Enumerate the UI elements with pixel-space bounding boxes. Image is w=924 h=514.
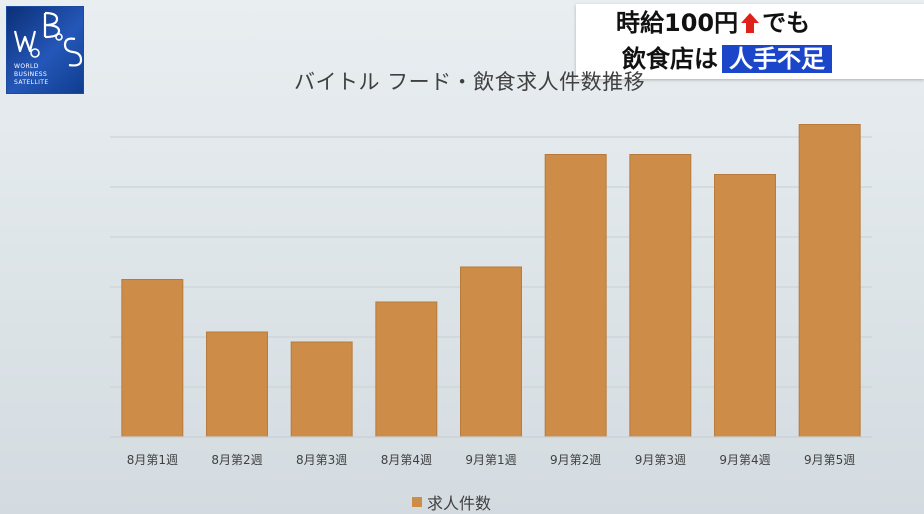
- legend-swatch: [412, 497, 422, 507]
- x-tick-label: 9月第2週: [550, 453, 601, 467]
- bar-9: [798, 124, 861, 438]
- legend-label: 求人件数: [427, 494, 492, 513]
- x-tick-label: 8月第4週: [381, 453, 432, 467]
- x-axis-labels: 8月第1週 8月第2週 8月第3週 8月第4週 9月第1週 9月第2週 9月第3週 9月第4週…: [127, 453, 856, 467]
- up-arrow-icon: [740, 11, 760, 41]
- wbs-logo-mark: [13, 11, 83, 67]
- chart-title: バイトル フード・飲食求人件数推移: [294, 70, 646, 94]
- headline-text: 時給100円: [616, 9, 739, 37]
- bar-5: [460, 266, 522, 438]
- x-tick-label: 8月第2週: [211, 453, 262, 467]
- bar-4: [375, 301, 438, 438]
- x-tick-label: 9月第5週: [804, 453, 855, 467]
- bar-2: [206, 331, 268, 438]
- bar-7: [629, 154, 692, 438]
- logo-text: WORLD BUSINESS SATELLITE: [14, 63, 49, 87]
- headline-line-2: 飲食店は 人手不足: [622, 44, 832, 74]
- headline-line-1: 時給100円 でも: [616, 8, 810, 41]
- x-tick-label: 8月第3週: [296, 453, 347, 467]
- bar-1: [121, 279, 184, 438]
- headline-highlight: 人手不足: [722, 45, 832, 73]
- logo-line: SATELLITE: [14, 79, 49, 86]
- bar-8: [714, 174, 776, 438]
- wbs-logo: WORLD BUSINESS SATELLITE: [6, 6, 84, 94]
- headline-text: 飲食店は: [622, 45, 718, 73]
- logo-line: BUSINESS: [14, 71, 48, 78]
- x-tick-label: 9月第4週: [719, 453, 770, 467]
- x-tick-label: 9月第1週: [465, 453, 516, 467]
- headline-text: でも: [762, 9, 811, 37]
- bar-6: [544, 154, 607, 438]
- chart-legend: 求人件数: [412, 490, 491, 514]
- bars: [121, 124, 861, 438]
- x-tick-label: 8月第1週: [127, 453, 178, 467]
- logo-line: WORLD: [14, 63, 39, 70]
- news-headline: 時給100円 でも 飲食店は 人手不足: [576, 4, 924, 79]
- x-tick-label: 9月第3週: [635, 453, 686, 467]
- bar-3: [290, 341, 353, 438]
